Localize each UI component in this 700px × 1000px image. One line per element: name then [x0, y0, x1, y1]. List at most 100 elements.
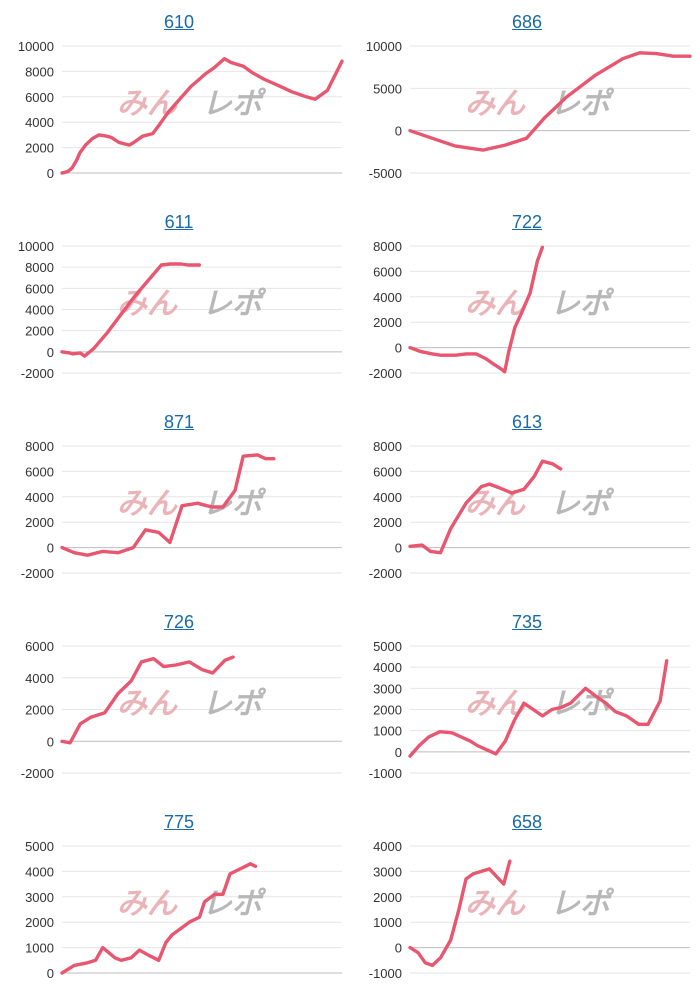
y-tick-label: 10000 [18, 239, 54, 254]
y-tick-label: 2000 [373, 703, 402, 718]
y-tick-label: 6000 [373, 264, 402, 279]
watermark-logo-left: みん [117, 487, 178, 522]
y-tick-label: 0 [395, 124, 402, 139]
y-tick-label: 0 [47, 541, 54, 556]
y-tick-label: 4000 [25, 115, 54, 130]
y-tick-label: 4000 [25, 671, 54, 686]
y-tick-label: 0 [47, 345, 54, 360]
y-tick-label: 8000 [373, 239, 402, 254]
chart-title-link[interactable]: 658 [511, 812, 543, 832]
y-tick-label: 3000 [25, 890, 54, 905]
chart-panel-722: 722 8000 6000 4000 2000 0 -2000 みん レポ [352, 200, 700, 400]
watermark-logo-left: みん [117, 887, 178, 922]
watermark-logo-right: レポ [202, 687, 267, 722]
chart-title-link[interactable]: 610 [163, 12, 195, 32]
chart-panel-775: 775 5000 4000 3000 2000 1000 0 みん レポ [4, 800, 354, 1000]
y-tick-label: 2000 [25, 141, 54, 156]
y-tick-label: 4000 [25, 303, 54, 318]
y-tick-label: -1000 [369, 766, 402, 781]
y-tick-label: 8000 [373, 439, 402, 454]
watermark-logo-right: レポ [550, 287, 615, 322]
y-tick-label: 3000 [373, 681, 402, 696]
y-tick-label: 0 [395, 745, 402, 760]
watermark-logo-left: みん [465, 87, 526, 122]
watermark-logo-right: レポ [202, 287, 267, 322]
series-line [408, 859, 512, 968]
y-tick-label: 0 [47, 966, 54, 981]
y-tick-label: 4000 [25, 864, 54, 879]
y-tick-label: 0 [47, 166, 54, 181]
y-tick-label: -1000 [369, 966, 402, 981]
chart-panel-610: 610 10000 8000 6000 4000 2000 0 みん レポ [4, 0, 354, 200]
y-tick-label: 2000 [25, 703, 54, 718]
y-tick-label: 6000 [25, 281, 54, 296]
watermark-logo-left: みん [465, 287, 526, 322]
chart-title-link[interactable]: 613 [511, 412, 543, 432]
y-tick-label: 3000 [373, 864, 402, 879]
y-tick-label: 5000 [25, 839, 54, 854]
y-tick-label: 6000 [25, 464, 54, 479]
chart-title-link[interactable]: 686 [511, 12, 543, 32]
y-tick-label: 1000 [373, 915, 402, 930]
y-tick-label: 0 [47, 734, 54, 749]
y-tick-label: -2000 [21, 566, 54, 581]
y-tick-label: -2000 [369, 366, 402, 381]
y-tick-label: 4000 [25, 490, 54, 505]
watermark-logo-left: みん [117, 287, 178, 322]
chart-panel-735: 735 5000 4000 3000 2000 1000 0 -1000 みん レポ [352, 600, 700, 800]
watermark-logo-left: みん [117, 87, 178, 122]
series-line [60, 57, 344, 175]
series-line [60, 262, 201, 358]
chart-title-link[interactable]: 722 [511, 212, 543, 232]
y-tick-label: 4000 [373, 839, 402, 854]
watermark-logo-left: みん [465, 887, 526, 922]
chart-title-link[interactable]: 871 [163, 412, 195, 432]
line-chart: 6000 4000 2000 0 -2000 みん レポ [21, 639, 342, 781]
chart-panel-726: 726 6000 4000 2000 0 -2000 みん レポ [4, 600, 354, 800]
y-tick-label: 0 [395, 341, 402, 356]
chart-title-link[interactable]: 775 [163, 812, 195, 832]
series-line [408, 459, 563, 555]
y-tick-label: 6000 [25, 90, 54, 105]
y-tick-label: 8000 [25, 64, 54, 79]
chart-panel-611: 611 10000 8000 6000 4000 2000 0 -2000 みん レポ [4, 200, 354, 400]
y-tick-label: 1000 [373, 724, 402, 739]
y-tick-label: 2000 [373, 515, 402, 530]
chart-title-link[interactable]: 726 [163, 612, 195, 632]
y-tick-label: 6000 [25, 639, 54, 654]
series-line [408, 245, 545, 374]
y-tick-label: 2000 [25, 324, 54, 339]
y-tick-label: 10000 [366, 39, 402, 54]
chart-title-link[interactable]: 735 [511, 612, 543, 632]
line-chart: 10000 8000 6000 4000 2000 0 -2000 みん レポ [18, 239, 342, 381]
y-tick-label: 0 [395, 941, 402, 956]
series-line [408, 659, 669, 758]
y-tick-label: -2000 [369, 566, 402, 581]
y-tick-label: 2000 [373, 315, 402, 330]
y-tick-label: 5000 [373, 81, 402, 96]
y-tick-label: 2000 [25, 515, 54, 530]
chart-panel-871: 871 8000 6000 4000 2000 0 -2000 みん レポ [4, 400, 354, 600]
watermark-logo-right: レポ [202, 887, 267, 922]
watermark-logo-left: みん [117, 687, 178, 722]
watermark-logo-right: レポ [550, 487, 615, 522]
line-chart: 10000 8000 6000 4000 2000 0 みん レポ [18, 39, 344, 181]
series-line [60, 862, 258, 975]
y-tick-label: 8000 [25, 260, 54, 275]
watermark-logo-right: レポ [550, 887, 615, 922]
line-chart: 4000 3000 2000 1000 0 -1000 みん レポ [369, 839, 690, 981]
series-line [60, 453, 276, 557]
series-line [408, 51, 692, 152]
y-tick-label: 8000 [25, 439, 54, 454]
y-tick-label: 1000 [25, 941, 54, 956]
y-tick-label: 6000 [373, 464, 402, 479]
chart-title-link[interactable]: 611 [164, 212, 194, 232]
chart-panel-613: 613 8000 6000 4000 2000 0 -2000 みん レポ [352, 400, 700, 600]
watermark-logo-right: レポ [202, 87, 267, 122]
